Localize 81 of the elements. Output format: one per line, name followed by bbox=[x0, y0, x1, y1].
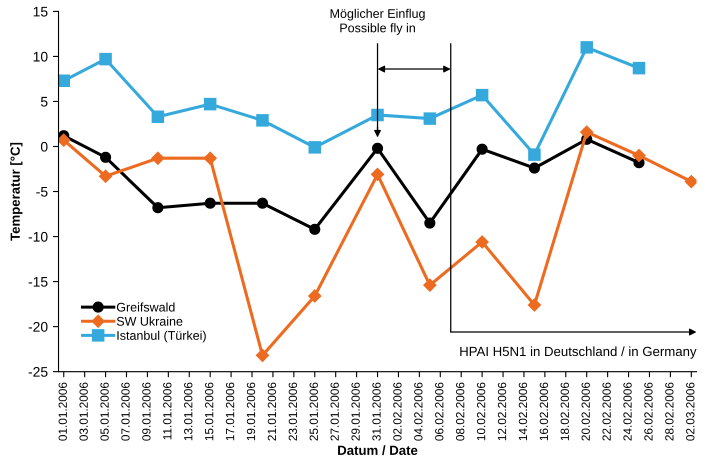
point bbox=[100, 152, 112, 163]
x-tick-label: 27.01.2006 bbox=[330, 382, 339, 441]
point bbox=[204, 98, 216, 110]
x-tick-label: 01.01.2006 bbox=[58, 382, 67, 441]
x-tick-label: 20.02.2006 bbox=[582, 382, 590, 441]
y-tick-label: -5 bbox=[36, 186, 48, 197]
point bbox=[528, 298, 542, 312]
x-tick-label: 11.01.2006 bbox=[163, 382, 172, 440]
point bbox=[528, 148, 541, 161]
y-tick-label: 5 bbox=[40, 96, 48, 107]
x-tick-label: 17.01.2006 bbox=[226, 382, 234, 440]
y-tick-label: -10 bbox=[28, 232, 48, 242]
x-tick-label: 04.02.2006 bbox=[414, 382, 423, 441]
point bbox=[58, 74, 70, 87]
y-tick-label: -25 bbox=[28, 366, 48, 377]
x-tick-label: 02.02.2006 bbox=[393, 382, 402, 441]
x-tick-label: 02.03.2006 bbox=[686, 382, 694, 441]
point bbox=[476, 235, 489, 249]
point bbox=[632, 148, 646, 162]
point bbox=[204, 198, 216, 209]
x-tick-label: 22.02.2006 bbox=[602, 382, 611, 441]
point bbox=[308, 141, 322, 154]
x-tick-label: 24.02.2006 bbox=[623, 382, 632, 441]
point bbox=[476, 88, 488, 102]
y-tick-label: 0 bbox=[40, 142, 48, 152]
x-tick-label: 18.02.2006 bbox=[560, 382, 569, 440]
y-tick-label: -15 bbox=[28, 277, 48, 287]
x-tick-label: 28.02.2006 bbox=[665, 382, 674, 441]
point bbox=[370, 168, 384, 181]
point bbox=[58, 134, 70, 147]
point bbox=[99, 52, 112, 66]
point bbox=[632, 62, 646, 74]
x-tick-label: 06.02.2006 bbox=[435, 382, 444, 441]
x-tick-label: 14.02.2006 bbox=[518, 382, 528, 440]
y-tick-label: 10 bbox=[34, 52, 48, 62]
point bbox=[152, 110, 164, 124]
point bbox=[151, 152, 164, 165]
x-tick-label: 10.02.2006 bbox=[476, 382, 486, 440]
x-tick-label: 09.01.2006 bbox=[142, 382, 151, 441]
legend-label: Greifswald bbox=[116, 302, 175, 312]
point bbox=[98, 170, 112, 183]
y-axis-title: Temperatur [°C] bbox=[10, 142, 22, 241]
x-axis-title: Datum / Date bbox=[338, 445, 418, 456]
x-tick-label: 07.01.2006 bbox=[121, 382, 130, 441]
legend-label: Istanbul (Türkei) bbox=[117, 330, 206, 342]
ref-line-label: HPAI H5N1 in Deutschland / in Germany bbox=[460, 346, 697, 359]
point bbox=[308, 289, 322, 303]
x-tick-label: 16.02.2006 bbox=[540, 382, 548, 440]
x-tick-label: 26.02.2006 bbox=[644, 382, 653, 441]
point bbox=[256, 348, 270, 362]
point bbox=[684, 175, 697, 188]
point bbox=[476, 144, 488, 155]
x-tick-label: 12.02.2006 bbox=[498, 382, 506, 440]
x-tick-label: 29.01.2006 bbox=[351, 382, 360, 441]
x-tick-label: 05.01.2006 bbox=[100, 382, 109, 441]
point bbox=[580, 41, 593, 54]
ref-line-label: Möglicher Einflug Possible fly in bbox=[330, 8, 425, 35]
point bbox=[204, 152, 217, 165]
point bbox=[256, 198, 268, 209]
point bbox=[309, 224, 320, 235]
point bbox=[424, 217, 436, 229]
point bbox=[528, 162, 540, 174]
x-tick-label: 19.01.2006 bbox=[246, 382, 256, 440]
point bbox=[580, 125, 594, 139]
x-tick-label: 31.01.2006 bbox=[372, 382, 381, 441]
x-tick-label: 08.02.2006 bbox=[456, 382, 464, 441]
point bbox=[423, 278, 436, 292]
y-tick-label: -20 bbox=[28, 322, 48, 332]
y-tick-label: 15 bbox=[34, 6, 48, 17]
point bbox=[152, 202, 164, 214]
x-tick-label: 03.01.2006 bbox=[79, 382, 88, 441]
point bbox=[424, 112, 436, 125]
x-tick-label: 13.01.2006 bbox=[184, 382, 192, 440]
point bbox=[372, 142, 384, 154]
point bbox=[371, 108, 384, 122]
legend-label: SW Ukraine bbox=[116, 316, 182, 326]
x-tick-label: 25.01.2006 bbox=[310, 382, 318, 441]
x-tick-label: 23.01.2006 bbox=[288, 382, 298, 441]
x-tick-label: 21.01.2006 bbox=[268, 382, 276, 441]
x-tick-label: 15.01.2006 bbox=[204, 382, 214, 440]
point bbox=[256, 114, 269, 127]
